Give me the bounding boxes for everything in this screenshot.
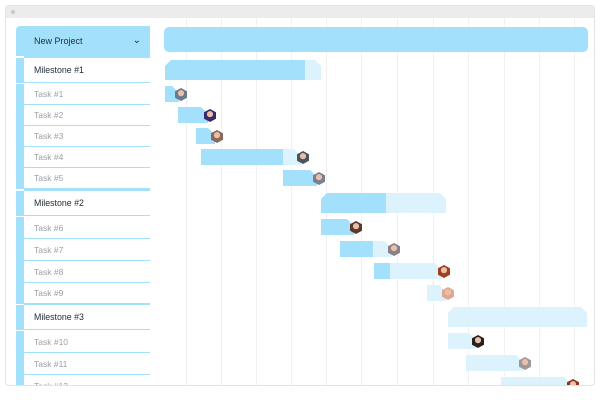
task-row[interactable]: Task #6 xyxy=(24,217,150,239)
task-row[interactable]: Task #8 xyxy=(24,261,150,283)
row-stripe xyxy=(16,191,24,216)
task-label: Task #12 xyxy=(34,380,69,386)
row-stripe xyxy=(16,375,24,385)
timeline-gridline xyxy=(539,18,540,385)
row-stripe xyxy=(16,353,24,375)
task-bar[interactable] xyxy=(448,333,476,349)
assignee-avatar[interactable] xyxy=(519,357,531,370)
row-stripe xyxy=(16,147,24,168)
task-row[interactable]: Task #10 xyxy=(24,331,150,353)
row-stripe xyxy=(16,305,24,330)
window-dot[interactable] xyxy=(11,10,15,14)
timeline-gridline xyxy=(186,18,187,385)
milestone-divider xyxy=(24,56,150,58)
task-label: Task #7 xyxy=(34,244,64,255)
task-row[interactable]: Task #9 xyxy=(24,283,150,304)
task-bar[interactable] xyxy=(340,241,392,257)
assignee-avatar[interactable] xyxy=(388,243,400,256)
task-bar[interactable] xyxy=(374,263,442,279)
milestone-label: Milestone #1 xyxy=(34,65,84,75)
milestone-bar[interactable] xyxy=(448,307,587,327)
project-bar[interactable] xyxy=(164,27,588,52)
row-stripe xyxy=(16,105,24,126)
progress-fill xyxy=(321,193,386,213)
task-label: Task #2 xyxy=(34,110,64,120)
progress-fill xyxy=(340,241,373,257)
assignee-avatar[interactable] xyxy=(297,151,309,164)
task-list-panel: New Project ⌄ Milestone #1 Task #1 Task #2 T… xyxy=(16,26,150,385)
timeline-gridline xyxy=(221,18,222,385)
task-row[interactable]: Task #3 xyxy=(24,126,150,147)
progress-fill xyxy=(374,263,390,279)
row-stripe xyxy=(16,283,24,304)
milestone-row[interactable]: Milestone #2 xyxy=(24,191,150,216)
row-stripe xyxy=(16,331,24,353)
milestone-bar[interactable] xyxy=(165,60,321,80)
task-row[interactable]: Task #11 xyxy=(24,353,150,375)
row-stripe xyxy=(16,261,24,283)
progress-fill xyxy=(165,60,305,80)
project-title: New Project xyxy=(34,36,83,46)
task-row[interactable]: Task #12 xyxy=(24,375,150,386)
timeline-gridline xyxy=(468,18,469,385)
assignee-avatar[interactable] xyxy=(567,379,579,385)
task-label: Task #8 xyxy=(34,266,64,277)
progress-fill xyxy=(283,170,317,186)
timeline-gridline xyxy=(291,18,292,385)
row-stripe xyxy=(16,239,24,261)
task-row[interactable]: Task #4 xyxy=(24,147,150,168)
timeline-gridline xyxy=(504,18,505,385)
assignee-avatar[interactable] xyxy=(438,265,450,278)
project-header[interactable]: New Project ⌄ xyxy=(16,26,150,56)
task-bar[interactable] xyxy=(321,219,354,235)
task-bar[interactable] xyxy=(466,355,523,371)
assignee-avatar[interactable] xyxy=(472,335,484,348)
task-label: Task #9 xyxy=(34,288,64,298)
task-row[interactable]: Task #1 xyxy=(24,84,150,105)
title-bar xyxy=(6,6,594,18)
row-stripe xyxy=(16,217,24,239)
task-bar[interactable] xyxy=(178,107,208,123)
task-label: Task #1 xyxy=(34,89,64,99)
task-label: Task #11 xyxy=(34,358,68,369)
task-bar[interactable] xyxy=(501,377,571,386)
milestone-divider xyxy=(24,303,150,305)
assignee-avatar[interactable] xyxy=(350,221,362,234)
milestone-row[interactable]: Milestone #3 xyxy=(24,305,150,330)
task-bar[interactable] xyxy=(283,170,317,186)
progress-fill xyxy=(321,219,354,235)
row-stripe xyxy=(16,58,24,83)
milestone-label: Milestone #3 xyxy=(34,312,84,322)
assignee-avatar[interactable] xyxy=(313,172,325,185)
gantt-window: New Project ⌄ Milestone #1 Task #1 Task #2 T… xyxy=(5,5,595,386)
progress-fill xyxy=(178,107,208,123)
task-bar[interactable] xyxy=(201,149,301,165)
milestone-divider xyxy=(24,189,150,191)
task-label: Task #6 xyxy=(34,222,64,233)
timeline-gridline xyxy=(256,18,257,385)
task-bar[interactable] xyxy=(427,285,446,301)
task-label: Task #5 xyxy=(34,173,64,183)
row-stripe xyxy=(16,84,24,105)
task-row[interactable]: Task #7 xyxy=(24,239,150,261)
task-label: Task #3 xyxy=(34,131,64,141)
row-stripe xyxy=(16,126,24,147)
milestone-label: Milestone #2 xyxy=(34,198,84,208)
milestone-bar[interactable] xyxy=(321,193,446,213)
timeline-gridline xyxy=(574,18,575,385)
task-row[interactable]: Task #2 xyxy=(24,105,150,126)
task-row[interactable]: Task #5 xyxy=(24,168,150,189)
assignee-avatar[interactable] xyxy=(204,109,216,122)
assignee-avatar[interactable] xyxy=(442,287,454,300)
assignee-avatar[interactable] xyxy=(175,88,187,101)
task-label: Task #10 xyxy=(34,336,69,347)
chevron-down-icon[interactable]: ⌄ xyxy=(132,35,141,46)
task-bar[interactable] xyxy=(196,128,215,144)
assignee-avatar[interactable] xyxy=(211,130,223,143)
progress-fill xyxy=(201,149,283,165)
row-stripe xyxy=(16,168,24,189)
milestone-row[interactable]: Milestone #1 xyxy=(24,58,150,83)
task-label: Task #4 xyxy=(34,152,64,162)
progress-fill xyxy=(196,128,215,144)
